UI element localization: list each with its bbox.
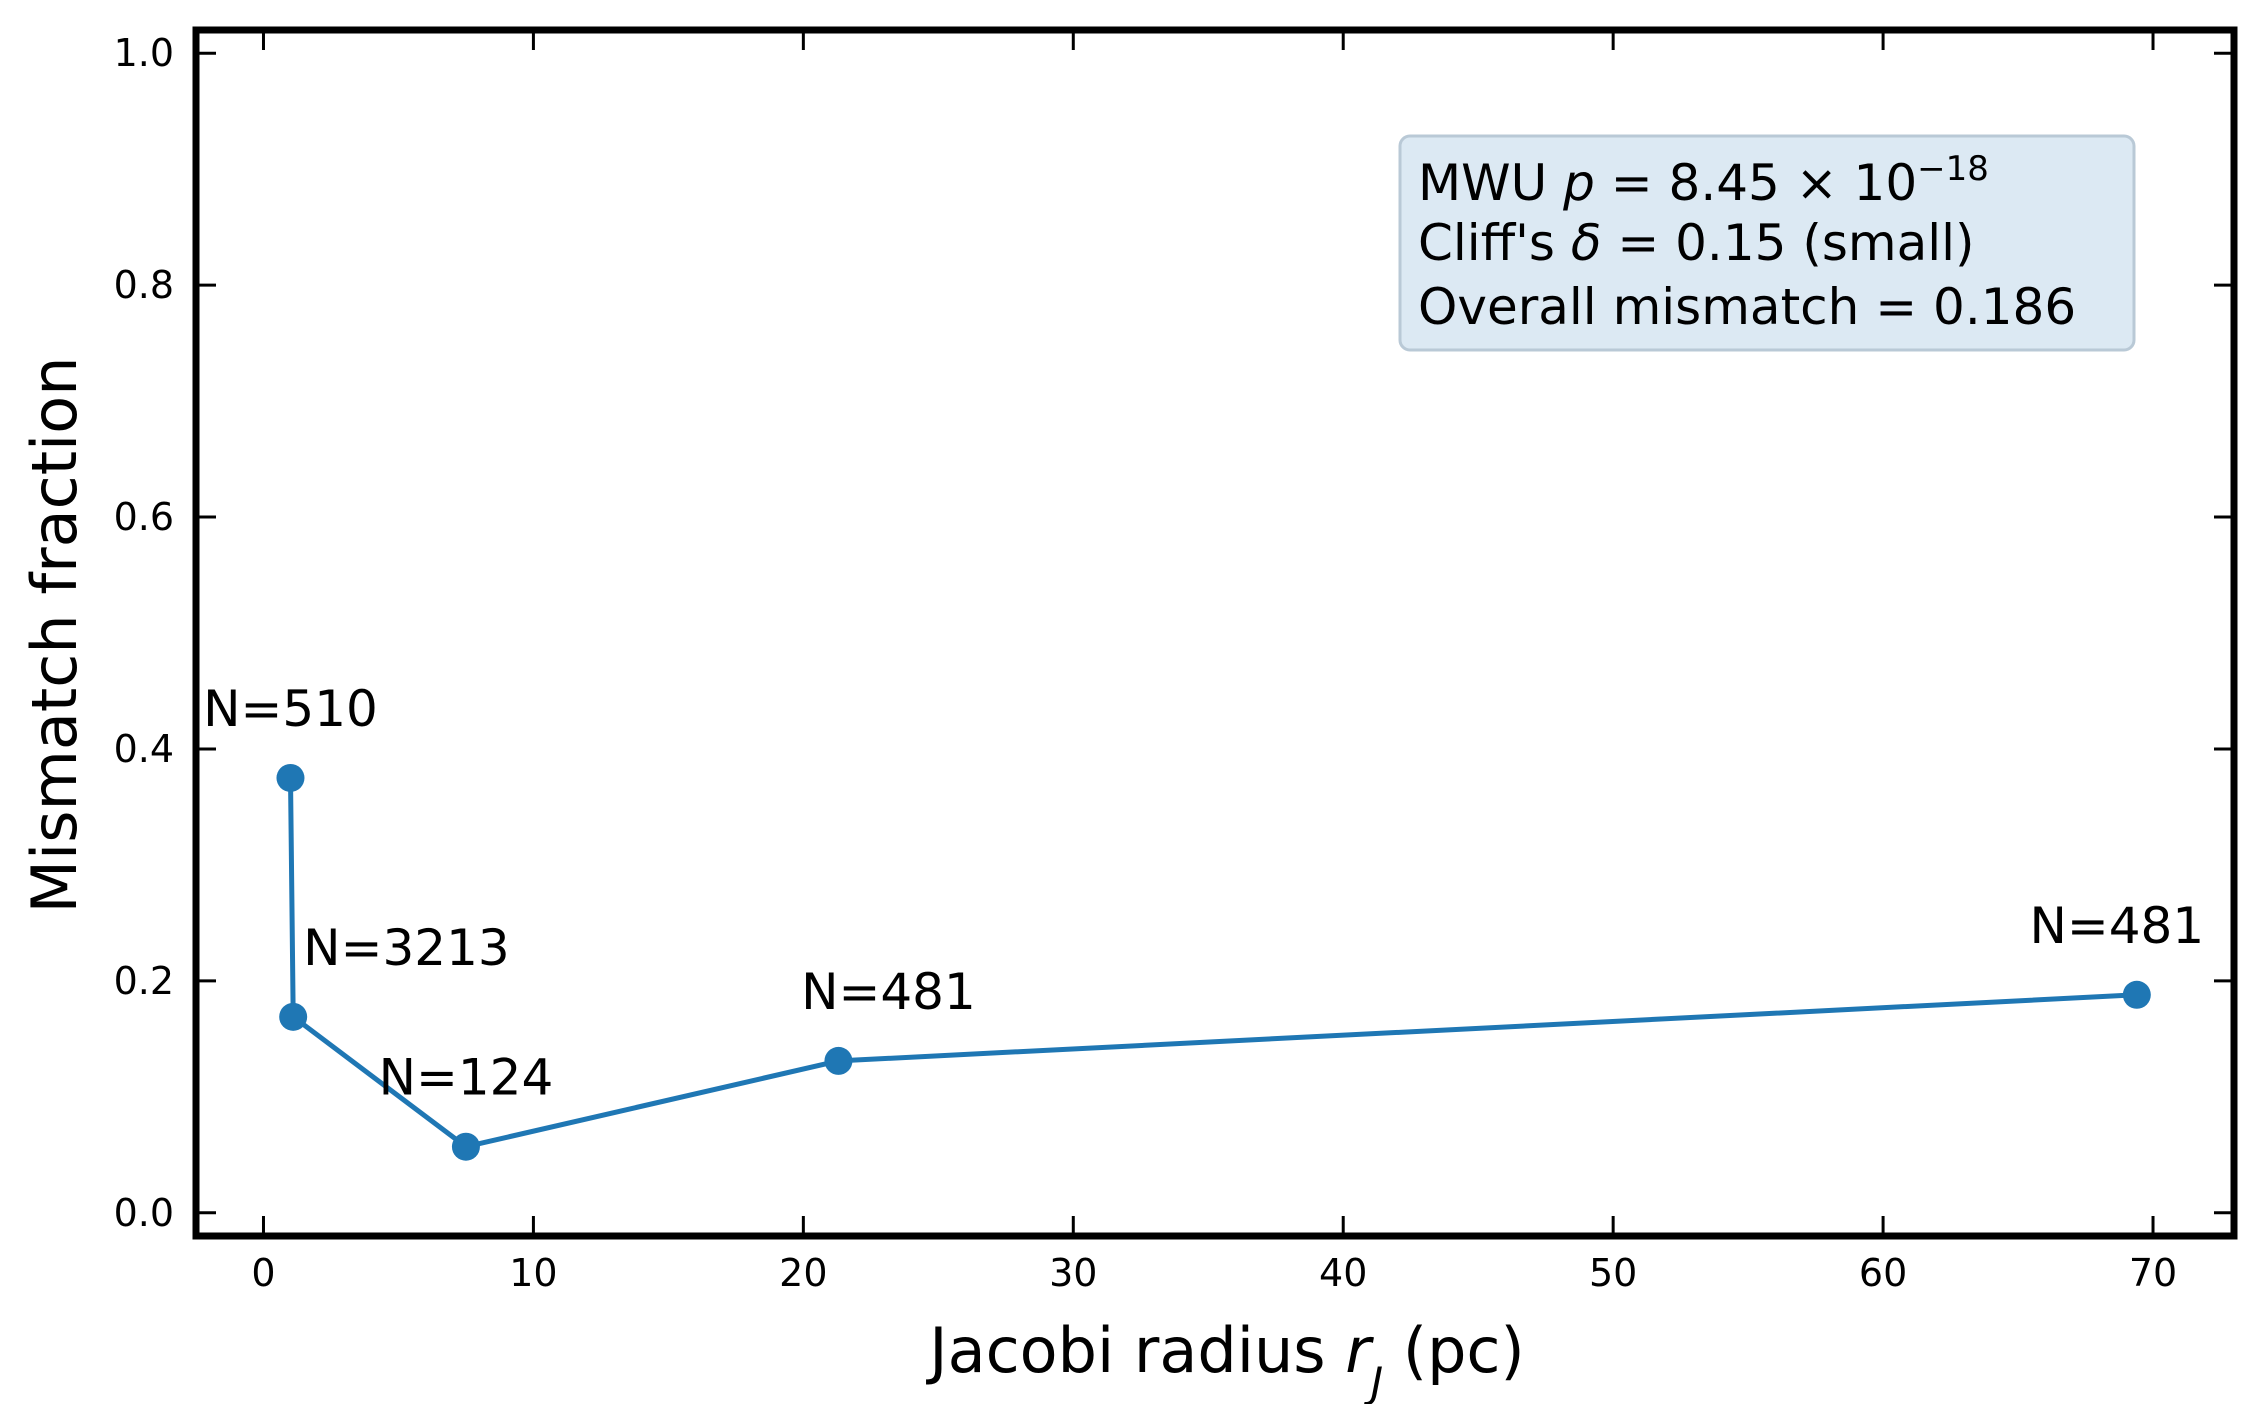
stats-overall-mismatch-line: Overall mismatch = 0.186 <box>1418 278 2076 336</box>
axes <box>192 26 2238 1240</box>
y-tick-label: 0.0 <box>114 1191 174 1235</box>
x-tick-label: 20 <box>779 1251 827 1295</box>
x-tick-label: 40 <box>1319 1251 1367 1295</box>
ticks: 0 10 20 30 40 50 60 70 0.0 0.2 0.4 0.6 0.8 1.0 <box>114 30 2234 1295</box>
data-point <box>279 1002 308 1031</box>
plot-frame <box>192 26 2238 1240</box>
y-tick-label: 0.6 <box>114 495 174 539</box>
y-tick-label: 0.2 <box>114 959 174 1003</box>
stats-cliffs-delta-line: Cliff's δ = 0.15 (small) <box>1418 214 1975 272</box>
stats-mwu-line: MWU p = 8.45 × 10−18 <box>1418 149 1989 212</box>
stats-box-background <box>1398 134 2136 352</box>
x-tick-label: 60 <box>1859 1251 1907 1295</box>
data-point <box>2122 980 2151 1009</box>
point-labels: N=510 N=3213 N=124 N=481 N=481 <box>203 680 2204 1107</box>
x-tick-label: 70 <box>2129 1251 2177 1295</box>
stats-box: MWU p = 8.45 × 10−18 Cliff's δ = 0.15 (s… <box>1398 134 2136 352</box>
data-point <box>451 1132 480 1161</box>
y-tick-label: 0.8 <box>114 263 174 307</box>
data-series <box>276 763 2151 1161</box>
x-axis-title: Jacobi radius rJ (pc) <box>925 1314 1524 1404</box>
y-tick-label: 1.0 <box>114 31 174 75</box>
data-point <box>824 1046 853 1075</box>
y-tick-label: 0.4 <box>114 727 174 771</box>
data-point <box>276 763 305 792</box>
data-point-label: N=481 <box>2029 897 2204 955</box>
x-tick-label: 30 <box>1049 1251 1097 1295</box>
series-line <box>288 777 2137 1150</box>
data-point-label: N=3213 <box>303 919 510 977</box>
x-tick-label: 50 <box>1589 1251 1637 1295</box>
y-axis-title: Mismatch fraction <box>18 357 91 914</box>
x-tick-label: 10 <box>509 1251 557 1295</box>
data-point-label: N=124 <box>379 1049 554 1107</box>
x-tick-label: 0 <box>251 1251 275 1295</box>
data-point-label: N=510 <box>203 680 378 738</box>
data-point-label: N=481 <box>801 963 976 1021</box>
